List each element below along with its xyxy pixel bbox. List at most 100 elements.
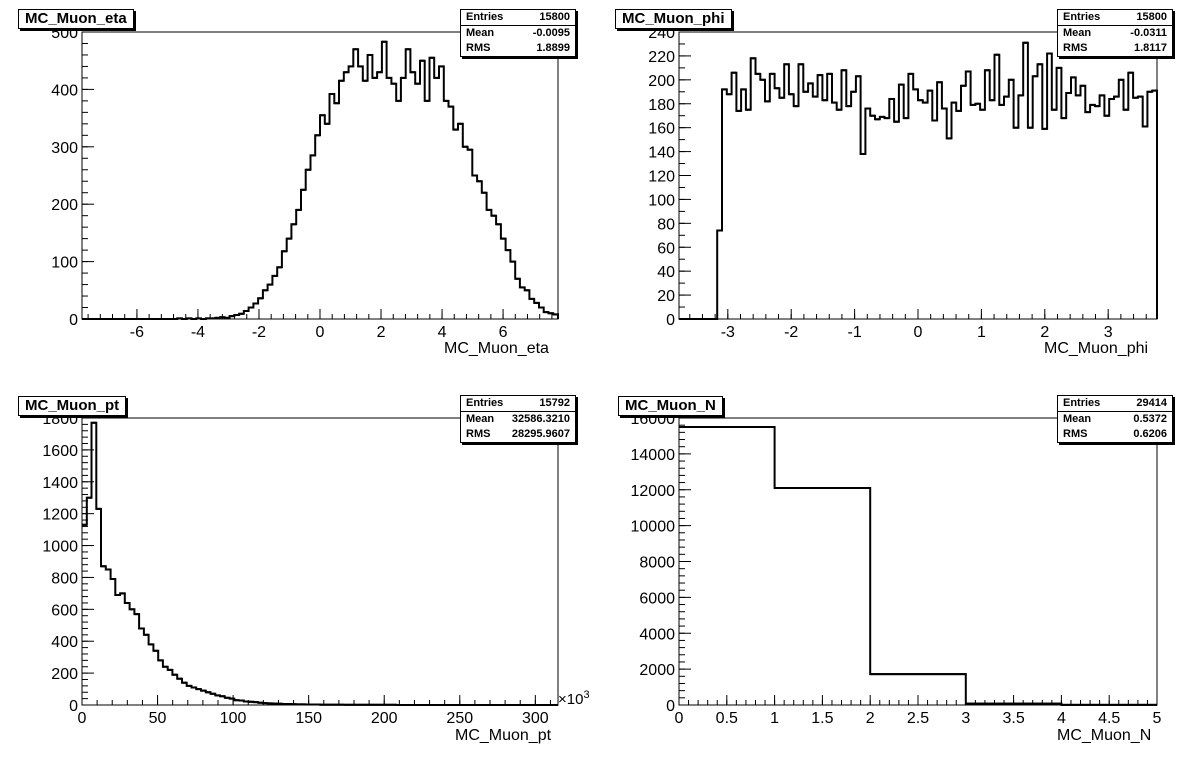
pt-rms-label: RMS — [466, 428, 491, 440]
pt-rms-value: 28295.9607 — [511, 428, 570, 440]
pt-x-axis-multiplier: ×103 — [558, 689, 590, 708]
pt-y-tick-label: 1000 — [42, 539, 78, 556]
pt-y-tick-label: 1400 — [42, 475, 78, 492]
pt-histogram-plot: 0 50 100 150 200 250 300 0 200 400 600 800 1000 1200 1… — [42, 411, 559, 727]
eta-x-tick-label: -4 — [191, 324, 205, 341]
eta-entries-label: Entries — [466, 11, 504, 23]
phi-rms-label: RMS — [1063, 42, 1088, 54]
phi-y-tick-label: 160 — [648, 121, 675, 138]
n-x-tick-label: 0.5 — [716, 710, 738, 727]
n-histogram-outline — [679, 426, 1157, 706]
phi-y-tick-label: 0 — [666, 312, 675, 329]
phi-x-tick-label: 1 — [977, 324, 986, 341]
phi-x-tick-label: 3 — [1104, 324, 1113, 341]
pt-entries-value: 15792 — [539, 397, 570, 409]
n-stats-box: Entries 29414 Mean 0.5372 RMS 0.6206 — [1057, 395, 1173, 443]
phi-x-axis-title: MC_Muon_phi — [1044, 340, 1149, 357]
phi-stats-box: Entries 15800 Mean -0.0311 RMS 1.8117 — [1057, 9, 1173, 57]
n-x-tick-label: 4.5 — [1098, 710, 1120, 727]
pt-entries-label: Entries — [466, 397, 504, 409]
pt-x-tick-label: 150 — [295, 710, 322, 727]
n-x-tick-label: 2.5 — [907, 710, 929, 727]
phi-y-tick-label: 220 — [648, 49, 675, 66]
eta-plot-frame — [81, 31, 559, 320]
n-x-tick-label: 3 — [961, 710, 970, 727]
phi-mean-value: -0.0311 — [1130, 27, 1167, 39]
phi-y-tick-label: 200 — [648, 73, 675, 90]
phi-rms-value: 1.8117 — [1133, 42, 1167, 54]
phi-y-tick-label: 80 — [657, 216, 675, 233]
eta-stats-box: Entries 15800 Mean -0.0095 RMS 1.8899 — [460, 9, 576, 57]
n-x-tick-label: 1 — [770, 710, 779, 727]
pt-y-tick-label: 600 — [51, 602, 78, 619]
eta-y-tick-label: 100 — [51, 255, 78, 272]
phi-y-tick-label: 60 — [657, 240, 675, 257]
pt-y-tick-label: 400 — [51, 634, 78, 651]
phi-y-tick-label: 180 — [648, 97, 675, 114]
n-entries-label: Entries — [1063, 397, 1101, 409]
pt-x-tick-label: 100 — [220, 710, 247, 727]
n-y-tick-label: 4000 — [639, 626, 675, 643]
eta-x-tick-label: 6 — [499, 324, 508, 341]
eta-y-tick-label: 300 — [51, 140, 78, 157]
eta-histogram-plot: -6 -4 -2 0 2 4 6 0 100 200 300 400 500 — [51, 25, 559, 341]
n-histogram-title: MC_Muon_N — [618, 396, 723, 416]
phi-x-tick-label: -2 — [784, 324, 798, 341]
pt-mean-value: 32586.3210 — [511, 413, 570, 425]
pt-x-tick-label: 250 — [446, 710, 473, 727]
phi-entries-value: 15800 — [1136, 11, 1167, 23]
eta-x-tick-label: 0 — [316, 324, 325, 341]
pt-multiplier-base: ×10 — [558, 691, 584, 708]
eta-x-tick-label: 4 — [438, 324, 447, 341]
eta-histogram-outline — [82, 40, 559, 320]
n-y-tick-label: 8000 — [639, 555, 675, 572]
pt-x-tick-label: 0 — [78, 710, 87, 727]
eta-rms-label: RMS — [466, 42, 491, 54]
pt-histogram-outline — [82, 421, 558, 706]
pt-mean-label: Mean — [466, 413, 495, 425]
n-y-tick-label: 14000 — [631, 447, 676, 464]
pt-y-tick-label: 1600 — [42, 443, 78, 460]
n-histogram-plot: 0 0.5 1 1.5 2 2.5 3 3.5 4 4.5 5 0 2000 4000 6000 8000 10… — [631, 411, 1162, 727]
pt-x-tick-label: 200 — [371, 710, 398, 727]
n-y-tick-label: 12000 — [631, 483, 676, 500]
eta-y-tick-label: 400 — [51, 82, 78, 99]
n-rms-label: RMS — [1063, 428, 1088, 440]
n-x-axis-title: MC_Muon_N — [1057, 727, 1152, 744]
n-mean-value: 0.5372 — [1133, 413, 1167, 425]
eta-x-tick-label: -6 — [130, 324, 144, 341]
n-y-tick-label: 0 — [666, 698, 675, 715]
phi-x-tick-label: 0 — [914, 324, 923, 341]
phi-y-tick-label: 40 — [657, 264, 675, 281]
n-x-tick-label: 2 — [866, 710, 875, 727]
n-y-tick-label: 2000 — [639, 662, 675, 679]
pt-y-tick-label: 800 — [51, 570, 78, 587]
phi-y-tick-label: 20 — [657, 288, 675, 305]
pt-y-tick-label: 1200 — [42, 507, 78, 524]
phi-histogram-plot: -3 -2 -1 0 1 2 3 0 20 40 60 80 100 120 140 160 180 200 220… — [648, 25, 1158, 341]
pt-x-tick-label: 50 — [149, 710, 167, 727]
n-x-tick-label: 3.5 — [1002, 710, 1024, 727]
n-entries-value: 29414 — [1136, 397, 1167, 409]
n-y-tick-label: 10000 — [631, 519, 676, 536]
n-mean-label: Mean — [1063, 413, 1092, 425]
phi-y-tick-label: 140 — [648, 145, 675, 162]
eta-y-tick-label: 200 — [51, 197, 78, 214]
n-rms-value: 0.6206 — [1133, 428, 1167, 440]
n-plot-frame — [678, 417, 1158, 706]
eta-x-tick-label: -2 — [252, 324, 266, 341]
phi-x-tick-label: 2 — [1040, 324, 1049, 341]
eta-y-tick-label: 0 — [69, 312, 78, 329]
pt-histogram-title: MC_Muon_pt — [18, 396, 127, 416]
phi-histogram-outline — [679, 41, 1158, 320]
eta-entries-value: 15800 — [539, 11, 570, 23]
eta-rms-value: 1.8899 — [536, 42, 570, 54]
pt-x-tick-label: 300 — [522, 710, 549, 727]
phi-histogram-title: MC_Muon_phi — [615, 9, 732, 29]
pt-stats-box: Entries 15792 Mean 32586.3210 RMS 28295.960… — [460, 395, 576, 443]
phi-mean-label: Mean — [1063, 27, 1092, 39]
eta-y-tick-label: 500 — [51, 25, 78, 42]
n-x-tick-label: 0 — [675, 710, 684, 727]
phi-entries-label: Entries — [1063, 11, 1101, 23]
